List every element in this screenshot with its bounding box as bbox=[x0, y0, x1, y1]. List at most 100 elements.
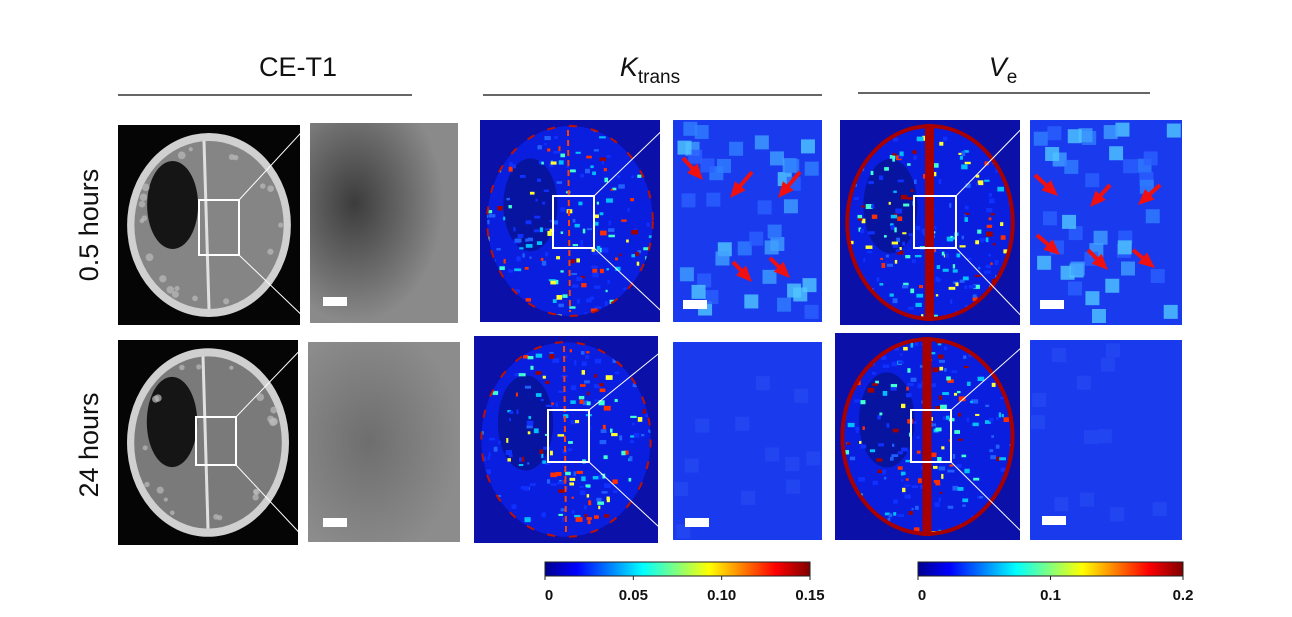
speckle-dot bbox=[579, 384, 586, 387]
speckle-dot bbox=[586, 298, 592, 303]
zoom-pixel bbox=[1067, 129, 1082, 144]
zoom-pixel bbox=[676, 524, 691, 539]
speckle-dot bbox=[601, 160, 604, 165]
zoom-pixel bbox=[1105, 278, 1120, 293]
speckle-dot bbox=[591, 247, 595, 252]
speckle-dot bbox=[637, 250, 642, 254]
speckle-dot bbox=[996, 456, 1001, 461]
speckle-dot bbox=[937, 456, 942, 462]
speckle-dot bbox=[921, 314, 924, 317]
speckle-dot bbox=[869, 449, 876, 453]
speckle-dot bbox=[593, 515, 599, 519]
speckle-dot bbox=[483, 456, 487, 462]
speckle-dot bbox=[879, 412, 883, 416]
zoom-pixel bbox=[1105, 343, 1120, 358]
texture bbox=[141, 183, 150, 192]
speckle-dot bbox=[579, 490, 586, 496]
speckle-dot bbox=[603, 455, 608, 460]
speckle-dot bbox=[596, 245, 601, 251]
speckle-dot bbox=[520, 456, 525, 462]
speckle-dot bbox=[915, 302, 922, 308]
speckle-dot bbox=[877, 414, 881, 420]
arrow-head bbox=[1041, 180, 1058, 196]
speckle-dot bbox=[972, 294, 977, 298]
speckle-dot bbox=[889, 293, 894, 297]
zoom-pixel bbox=[1064, 159, 1079, 174]
speckle-dot bbox=[631, 175, 634, 178]
parametric-map bbox=[840, 120, 1020, 325]
speckle-dot bbox=[956, 253, 961, 258]
zoom-pixel bbox=[1080, 492, 1095, 507]
speckle-dot bbox=[593, 214, 599, 219]
speckle-dot bbox=[884, 512, 890, 516]
speckle-dot bbox=[525, 244, 533, 248]
speckle-dot bbox=[646, 222, 650, 227]
speckle-dot bbox=[581, 283, 587, 288]
zoom-pixel bbox=[691, 284, 706, 299]
speckle-dot bbox=[505, 450, 513, 455]
zoom-pixel bbox=[1117, 240, 1132, 255]
speckle-dot bbox=[540, 257, 544, 261]
speckle-dot bbox=[892, 158, 895, 162]
speckle-dot bbox=[977, 229, 982, 234]
speckle-dot bbox=[975, 174, 980, 178]
speckle-dot bbox=[917, 383, 923, 389]
speckle-dot bbox=[637, 416, 643, 422]
speckle-dot bbox=[932, 367, 939, 373]
speckle-dot bbox=[586, 351, 590, 354]
speckle-dot bbox=[584, 513, 588, 518]
speckle-dot bbox=[939, 366, 944, 371]
speckle-dot bbox=[580, 350, 585, 355]
speckle-dot bbox=[514, 238, 522, 243]
speckle-dot bbox=[538, 160, 542, 165]
speckle-dot bbox=[606, 268, 609, 271]
speckle-dot bbox=[872, 480, 879, 485]
speckle-dot bbox=[584, 380, 590, 384]
speckle-dot bbox=[880, 257, 884, 260]
speckle-dot bbox=[908, 306, 914, 310]
column-title: Ktrans bbox=[620, 52, 680, 88]
colorbar bbox=[917, 561, 1184, 577]
speckle-dot bbox=[883, 235, 887, 238]
speckle-dot bbox=[535, 198, 538, 202]
arrow-head bbox=[730, 181, 746, 198]
speckle-dot bbox=[906, 386, 909, 391]
speckle-dot bbox=[907, 163, 911, 166]
speckle-dot bbox=[902, 232, 907, 235]
speckle-dot bbox=[857, 214, 863, 219]
speckle-dot bbox=[558, 146, 561, 151]
speckle-dot bbox=[581, 370, 585, 375]
speckle-dot bbox=[890, 225, 895, 230]
colorbar bbox=[544, 561, 811, 577]
speckle-dot bbox=[849, 240, 854, 245]
speckle-dot bbox=[581, 361, 587, 366]
speckle-dot bbox=[916, 136, 924, 142]
zoom-pixel bbox=[1085, 173, 1100, 188]
speckle-dot bbox=[630, 440, 635, 444]
speckle-dot bbox=[935, 294, 939, 297]
midline bbox=[201, 356, 210, 529]
speckle-dot bbox=[916, 293, 924, 298]
speckle-dot bbox=[594, 399, 598, 402]
speckle-dot bbox=[586, 517, 592, 520]
colorbar-tick-label: 0 bbox=[545, 587, 553, 604]
speckle-dot bbox=[541, 453, 544, 459]
speckle-dot bbox=[512, 164, 517, 169]
speckle-dot bbox=[601, 491, 608, 494]
zoom-pixel bbox=[694, 125, 709, 140]
speckle-dot bbox=[911, 485, 919, 488]
zoom-pixel bbox=[1054, 497, 1069, 512]
speckle-dot bbox=[900, 194, 908, 200]
texture bbox=[171, 290, 179, 298]
speckle-dot bbox=[886, 423, 890, 428]
speckle-dot bbox=[921, 228, 928, 234]
speckle-dot bbox=[973, 477, 980, 481]
speckle-dot bbox=[580, 240, 584, 245]
speckle-dot bbox=[894, 345, 900, 351]
speckle-dot bbox=[492, 391, 499, 395]
speckle-dot bbox=[549, 219, 552, 223]
speckle-dot bbox=[630, 198, 635, 202]
arrow-head bbox=[1091, 253, 1108, 270]
speckle-dot bbox=[937, 341, 942, 346]
speckle-dot bbox=[488, 214, 496, 218]
